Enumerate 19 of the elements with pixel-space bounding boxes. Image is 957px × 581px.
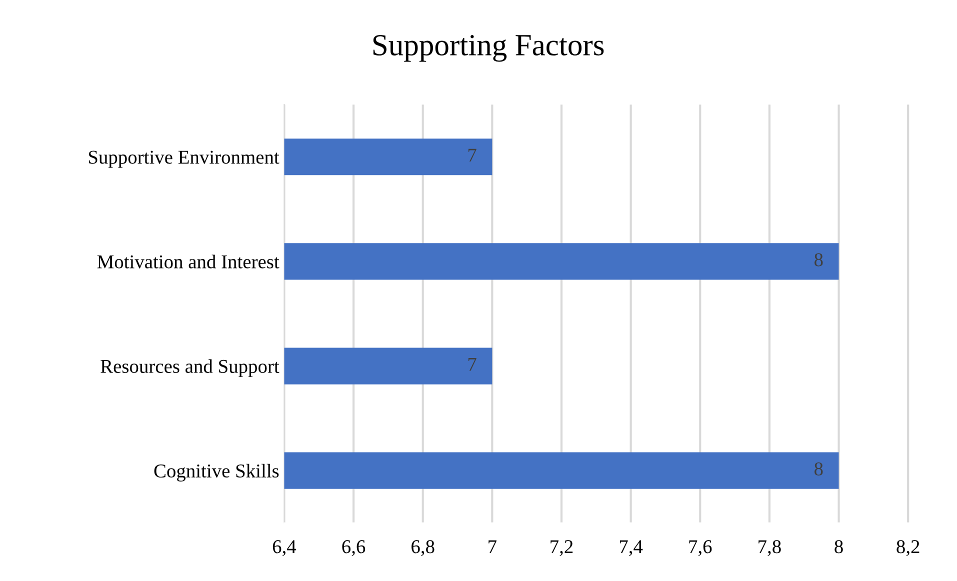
data-label: 8 — [814, 253, 823, 266]
x-tick-label: 8 — [834, 540, 843, 554]
x-tick-label: 6,8 — [412, 540, 434, 556]
y-tick-label: Cognitive Skills — [154, 464, 279, 482]
x-tick-label: 8,2 — [896, 540, 920, 556]
y-tick-label: Resources and Support — [100, 359, 280, 377]
chart-title: Supporting Factors — [373, 34, 604, 62]
y-tick-label: Motivation and Interest — [97, 254, 280, 268]
x-tick-label: 6,6 — [342, 540, 366, 556]
y-tick-label: Supportive Environment — [88, 150, 280, 168]
data-label: 7 — [468, 358, 476, 371]
data-label: 7 — [468, 148, 476, 162]
x-tick-label: 7,6 — [689, 540, 712, 556]
x-tick-label: 7,2 — [550, 540, 573, 556]
x-tick-label: 6,4 — [272, 540, 296, 556]
x-tick-label: 7,8 — [758, 540, 781, 556]
x-tick-label: 7,4 — [620, 540, 643, 556]
data-label: 8 — [814, 462, 823, 476]
x-tick-label: 7 — [488, 540, 496, 554]
